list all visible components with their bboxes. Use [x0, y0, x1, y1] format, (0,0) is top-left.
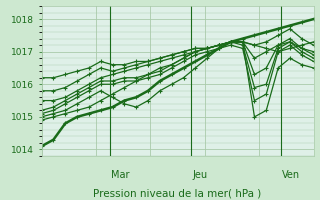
Text: Mar: Mar — [111, 170, 130, 180]
Text: Ven: Ven — [282, 170, 300, 180]
Text: Jeu: Jeu — [193, 170, 208, 180]
Text: Pression niveau de la mer( hPa ): Pression niveau de la mer( hPa ) — [93, 189, 262, 199]
